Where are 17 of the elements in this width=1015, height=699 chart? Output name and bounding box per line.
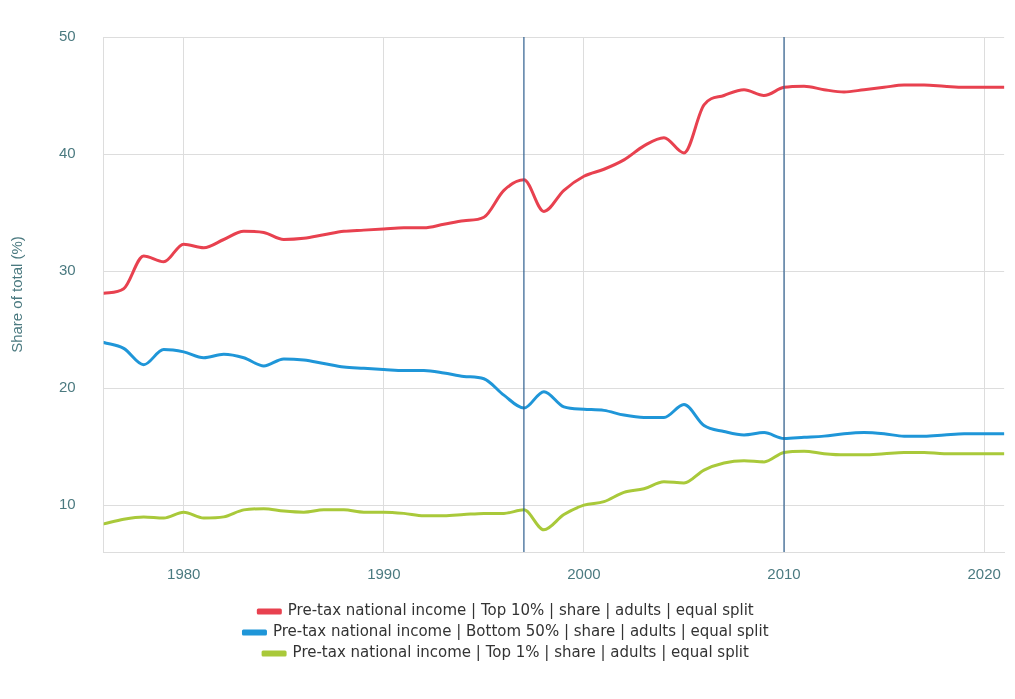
- x-tick-label: 2010: [767, 565, 801, 583]
- y-tick-label: 50: [59, 27, 76, 45]
- x-tick-label: 2020: [967, 565, 1001, 583]
- legend-label: Pre-tax national income | Top 10% | share | adults | equal split: [287, 601, 754, 620]
- line-series: [103, 340, 1005, 440]
- line-series: [103, 449, 1005, 532]
- x-tick-label: 2000: [567, 565, 601, 583]
- y-tick-label: 40: [59, 144, 76, 162]
- line-series: [103, 83, 1005, 295]
- legend-label: Pre-tax national income | Top 1% | share | adults | equal split: [292, 643, 750, 662]
- y-tick-label: 20: [59, 378, 76, 396]
- x-tick-label: 1980: [167, 565, 201, 583]
- y-tick-label: 10: [59, 495, 76, 513]
- y-axis-title: Share of total (%): [8, 236, 26, 353]
- legend-label: Pre-tax national income | Bottom 50% | share | adults | equal split: [272, 622, 769, 641]
- x-tick-label: 1990: [367, 565, 401, 583]
- y-tick-label: 30: [59, 261, 76, 279]
